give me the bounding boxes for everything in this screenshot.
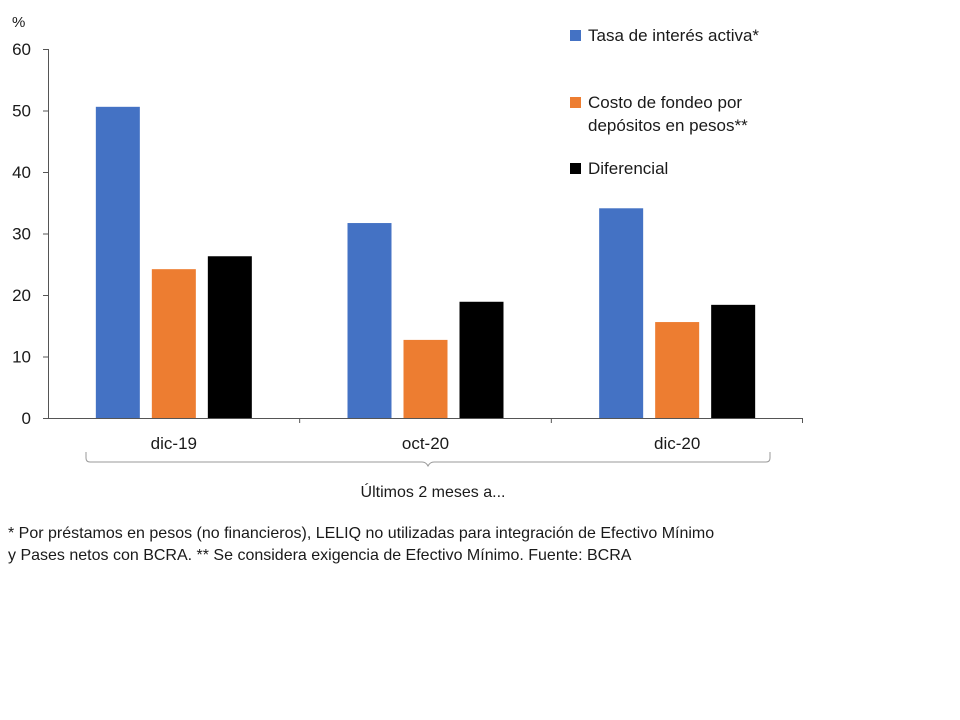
- bracket-label: Últimos 2 meses a...: [360, 484, 506, 501]
- bar-dic-19-series-0: [95, 106, 140, 418]
- y-tick-label: 0: [22, 409, 31, 428]
- y-tick-label: 30: [12, 225, 31, 244]
- footnote-line-2: y Pases netos con BCRA. ** Se considera …: [8, 547, 632, 564]
- legend-swatch-blue: [570, 30, 581, 41]
- bar-oct-20-series-0: [347, 223, 392, 418]
- legend-item-diferencial: Diferencial: [570, 157, 668, 180]
- y-tick-label: 40: [12, 163, 31, 182]
- bar-dic-20-series-1: [655, 322, 700, 418]
- legend-label: Costo de fondeo por depósitos en pesos**: [588, 93, 748, 135]
- x-category-label: oct-20: [402, 434, 449, 453]
- bar-dic-19-series-1: [151, 269, 196, 418]
- bars-group: [95, 106, 756, 418]
- legend-label: Diferencial: [588, 159, 669, 178]
- bar-oct-20-series-1: [403, 339, 448, 418]
- axes: [48, 49, 803, 419]
- y-axis-unit-label: %: [12, 14, 25, 31]
- footnote-line-1: * Por préstamos en pesos (no financieros…: [8, 525, 715, 542]
- y-tick-label: 20: [12, 286, 31, 305]
- y-tick-label: 50: [12, 102, 31, 121]
- bar-dic-20-series-0: [599, 208, 644, 418]
- legend-item-tasa: Tasa de interés activa*: [570, 24, 759, 47]
- legend-swatch-orange: [570, 97, 581, 108]
- footnote: * Por préstamos en pesos (no financieros…: [8, 523, 808, 567]
- y-tick-label: 10: [12, 348, 31, 367]
- bar-oct-20-series-2: [459, 301, 504, 418]
- x-axis-labels: dic-19 oct-20 dic-20: [151, 418, 803, 453]
- bar-dic-20-series-2: [711, 304, 756, 418]
- legend-item-costo: Costo de fondeo por depósitos en pesos**: [570, 91, 770, 137]
- x-category-label: dic-20: [654, 434, 700, 453]
- legend-label: Tasa de interés activa*: [588, 26, 760, 45]
- category-bracket: [85, 452, 771, 468]
- y-axis-ticks: 0 10 20 30 40 50 60: [12, 40, 48, 428]
- x-category-label: dic-19: [151, 434, 197, 453]
- bar-dic-19-series-2: [207, 256, 252, 418]
- y-tick-label: 60: [12, 40, 31, 59]
- legend-swatch-black: [570, 163, 581, 174]
